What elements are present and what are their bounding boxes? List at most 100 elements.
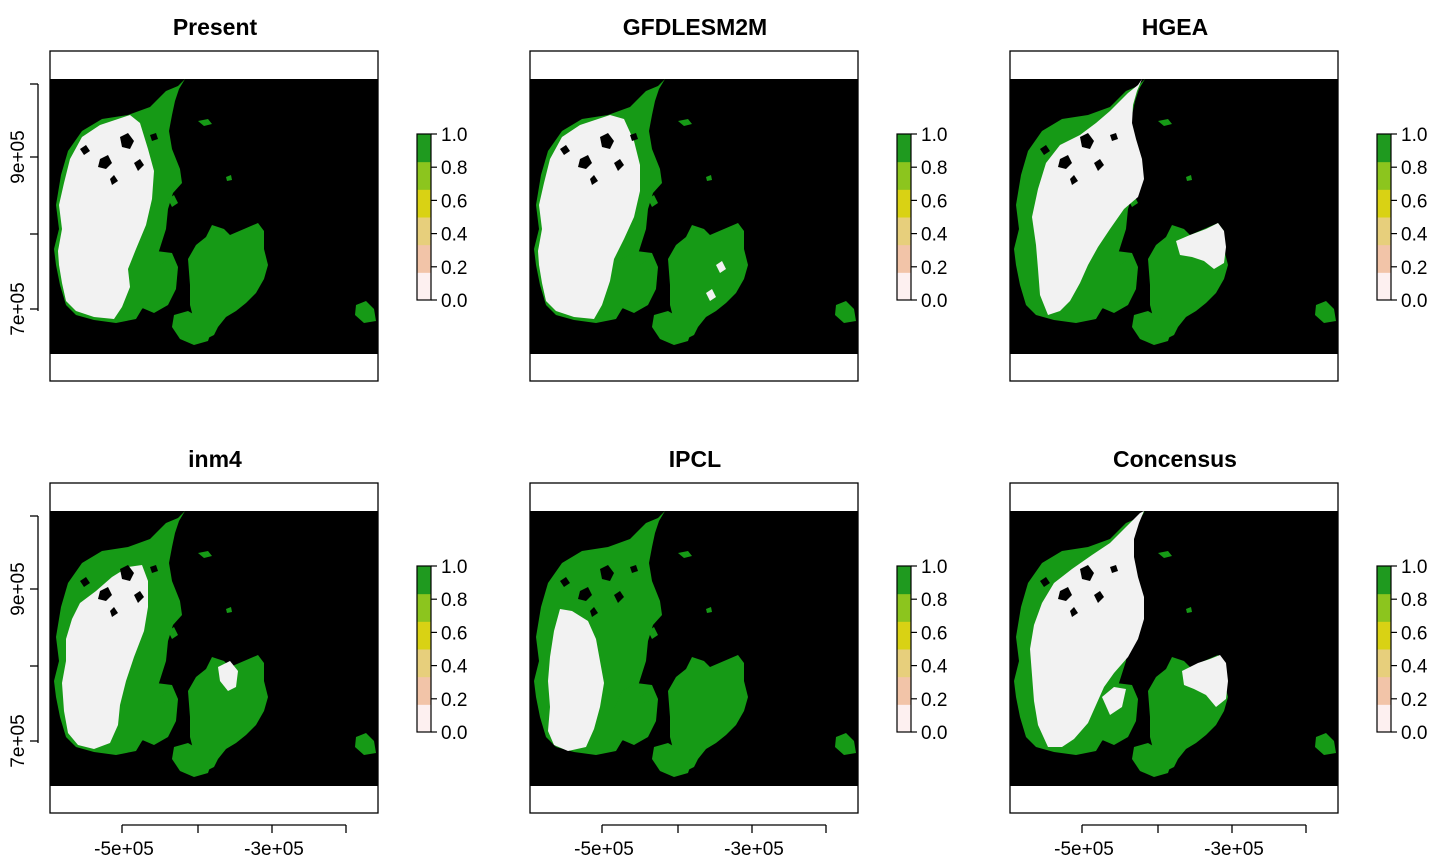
legend-swatch <box>417 676 431 705</box>
suitable-patch <box>706 289 716 301</box>
land-anholt <box>678 119 692 126</box>
legend-tick-label: 0.6 <box>441 191 467 212</box>
denmark-map <box>1014 511 1336 777</box>
land-bornholm <box>355 301 376 323</box>
legend-swatch <box>417 649 431 678</box>
land-smallC <box>1186 607 1192 613</box>
legend-tick-label: 0.0 <box>921 291 947 312</box>
lake <box>600 565 614 581</box>
x-tick-label: -5e+05 <box>574 839 634 860</box>
lake <box>630 133 638 141</box>
y-tick-label: 9e+05 <box>8 562 29 615</box>
legend-swatch <box>1377 566 1391 595</box>
lake <box>1070 175 1078 185</box>
x-tick-label: -5e+05 <box>94 839 154 860</box>
legend-swatch <box>897 566 911 595</box>
suitable-region <box>58 115 154 319</box>
land-anholt <box>198 119 212 126</box>
land-smallA <box>168 195 178 207</box>
x-tick-label: -5e+05 <box>1054 839 1114 860</box>
map-panel: GFDLESM2M 1.0 0.8 0.6 0.4 0.2 0.0 <box>529 14 948 382</box>
legend-tick-label: 0.2 <box>1401 690 1427 711</box>
panel-title: Present <box>173 14 258 40</box>
y-tick-label: 7e+05 <box>8 282 29 335</box>
legend-colorbar: 1.0 0.8 0.6 0.4 0.2 0.0 <box>896 557 948 744</box>
y-tick-label: 7e+05 <box>8 714 29 767</box>
lake <box>110 607 118 617</box>
land-smallB <box>160 693 170 703</box>
legend-tick-label: 0.4 <box>441 657 468 678</box>
suitable-patch <box>218 661 238 691</box>
legend-tick-label: 1.0 <box>1401 125 1427 146</box>
land-zealand <box>188 655 268 771</box>
legend-swatch <box>417 704 431 733</box>
land-zealand <box>668 655 748 771</box>
legend-swatch <box>1377 704 1391 733</box>
lake <box>120 565 134 581</box>
legend-swatch <box>1377 217 1391 246</box>
legend-tick-label: 0.0 <box>1401 291 1427 312</box>
lake <box>1094 159 1104 171</box>
land-bornholm <box>835 733 856 755</box>
lake <box>614 591 624 603</box>
legend-swatch <box>897 621 911 650</box>
land-smallB <box>640 693 650 703</box>
legend-swatch <box>417 134 431 163</box>
legend-swatch <box>1377 649 1391 678</box>
legend-colorbar: 1.0 0.8 0.6 0.4 0.2 0.0 <box>1376 125 1428 312</box>
legend-tick-label: 0.0 <box>441 723 467 744</box>
legend-tick-label: 0.0 <box>921 723 947 744</box>
legend-frame <box>416 133 432 301</box>
legend-tick-label: 0.8 <box>1401 158 1427 179</box>
legend-swatch <box>417 566 431 595</box>
legend-tick-label: 0.2 <box>1401 258 1427 279</box>
legend-swatch <box>1377 244 1391 273</box>
denmark-map <box>54 79 376 345</box>
lake <box>578 587 592 601</box>
lake <box>630 565 638 573</box>
land-lolland <box>172 311 212 345</box>
land-smallA <box>168 627 178 639</box>
legend-tick-label: 0.8 <box>1401 590 1427 611</box>
legend-tick-label: 0.6 <box>1401 623 1427 644</box>
land-lolland <box>1132 743 1172 777</box>
land-lolland <box>1132 311 1172 345</box>
legend-tick-label: 0.2 <box>921 258 947 279</box>
lake <box>98 155 112 169</box>
land-lolland <box>652 743 692 777</box>
legend-colorbar: 1.0 0.8 0.6 0.4 0.2 0.0 <box>1376 557 1428 744</box>
legend-swatch <box>897 676 911 705</box>
legend-tick-label: 0.4 <box>921 657 948 678</box>
legend-swatch <box>897 593 911 622</box>
legend-frame <box>896 565 912 733</box>
lake <box>600 133 614 149</box>
lake <box>590 175 598 185</box>
panel-title: Concensus <box>1113 446 1237 472</box>
legend-swatch <box>417 272 431 301</box>
legend-swatch <box>417 621 431 650</box>
legend-tick-label: 0.4 <box>1401 225 1428 246</box>
land-smallC <box>226 175 232 181</box>
legend-swatch <box>417 593 431 622</box>
suitable-patch <box>1176 223 1226 269</box>
land-smallC <box>1186 175 1192 181</box>
legend-tick-label: 0.2 <box>921 690 947 711</box>
lake <box>1040 577 1050 587</box>
lake <box>80 145 90 155</box>
legend-frame <box>896 133 912 301</box>
land-smallB <box>640 261 650 271</box>
lake <box>1110 133 1118 141</box>
legend-tick-label: 1.0 <box>1401 557 1427 578</box>
suitable-patch <box>716 261 726 273</box>
land-anholt <box>1158 119 1172 126</box>
land-anholt <box>1158 551 1172 558</box>
legend-tick-label: 1.0 <box>921 557 947 578</box>
panel-title: IPCL <box>669 446 721 472</box>
land-smallB <box>1120 261 1130 271</box>
lake <box>1040 145 1050 155</box>
panel-title: HGEA <box>1142 14 1208 40</box>
legend-tick-label: 0.4 <box>921 225 948 246</box>
legend-swatch <box>897 649 911 678</box>
legend-colorbar: 1.0 0.8 0.6 0.4 0.2 0.0 <box>416 125 468 312</box>
